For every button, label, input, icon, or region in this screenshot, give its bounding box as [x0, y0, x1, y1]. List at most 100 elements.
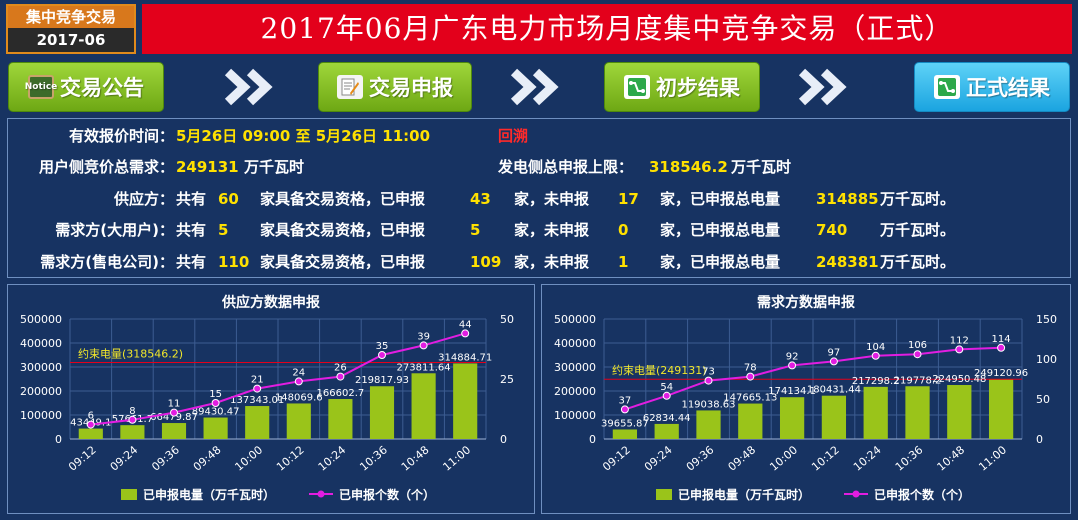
count-point — [461, 329, 470, 338]
bar-value-label: 217298.2 — [852, 376, 900, 387]
bar — [612, 429, 638, 439]
bar-value-label: 89430.47 — [192, 407, 240, 418]
y-tick-label-left: 300000 — [554, 361, 596, 374]
count-label: 106 — [908, 340, 927, 351]
count-point — [86, 420, 95, 429]
page-title: 2017年06月广东电力市场月度集中竞争交易（正式） — [142, 4, 1072, 54]
count-label: 104 — [866, 342, 885, 353]
count-point — [913, 350, 922, 359]
count-point — [170, 408, 178, 417]
nav-final-result-label: 正式结果 — [966, 76, 1050, 100]
count-label: 8 — [129, 406, 135, 417]
unfiled-text: 家，未申报 — [514, 190, 590, 208]
qualified-count: 60 — [218, 190, 239, 208]
bar-value-label: 174134.1 — [768, 386, 816, 397]
count-label: 6 — [88, 411, 94, 422]
bar — [738, 403, 763, 439]
bar — [696, 410, 721, 439]
bar — [203, 417, 228, 439]
x-tick-label: 09:12 — [600, 443, 633, 473]
y-tick-label-left: 300000 — [20, 361, 62, 374]
bar — [369, 386, 395, 439]
y-tick-label-left: 0 — [55, 433, 62, 446]
count-point — [829, 357, 838, 366]
cap-label: 发电侧总申报上限： — [498, 158, 634, 176]
y-tick-label-left: 200000 — [20, 385, 62, 398]
x-tick-label: 09:12 — [66, 443, 99, 473]
demand-chart: 需求方数据申报 0 100000 200000 300000 400000 500000 0 5… — [554, 294, 1057, 502]
unfiled-text: 家，未申报 — [514, 221, 590, 239]
y-tick-label-left: 100000 — [20, 409, 62, 422]
party-label: 需求方(售电公司)： — [40, 253, 174, 271]
chart-title: 供应方数据申报 — [221, 294, 320, 311]
y-tick-label-left: 100000 — [554, 409, 596, 422]
count-point — [997, 343, 1006, 352]
bar — [947, 385, 972, 439]
count-label: 97 — [828, 347, 841, 358]
legend-bar-swatch — [656, 489, 672, 500]
qualified-count: 5 — [218, 221, 229, 239]
y-tick-label-left: 500000 — [554, 313, 596, 326]
qualified-text: 家具备交易资格，已申报 — [260, 190, 426, 208]
count-point — [871, 351, 880, 360]
trading-summary-panel: 有效报价时间： 5月26日 09:00 至 5月26日 11:00 回溯 用户侧… — [7, 118, 1071, 278]
y-tick-label-left: 400000 — [554, 337, 596, 350]
y-tick-label-left: 200000 — [554, 385, 596, 398]
x-tick-label: 09:36 — [684, 443, 717, 473]
energy-unit: 万千瓦时。 — [880, 253, 956, 271]
y-tick-label-left: 0 — [589, 433, 596, 446]
y-tick-label-right: 25 — [500, 373, 514, 386]
retailer-row: 需求方(售电公司)： 共有 110 家具备交易资格，已申报 109 家，未申报 … — [8, 249, 1068, 275]
count-label: 112 — [950, 335, 969, 346]
count-label: 92 — [786, 351, 799, 362]
unfiled-count: 17 — [618, 190, 639, 208]
bar-value-label: 148069.6 — [275, 392, 323, 403]
bar-value-label: 62834.44 — [643, 413, 691, 424]
qualified-count: 110 — [218, 253, 250, 271]
bar-value-label: 224950.48 — [932, 374, 986, 385]
chevron-right-icon — [224, 68, 273, 106]
bid-time-label: 有效报价时间： — [68, 127, 174, 145]
legend-line-marker — [317, 490, 325, 498]
demand-value: 249131 — [176, 158, 239, 176]
count-label: 26 — [334, 363, 347, 374]
count-point — [746, 372, 755, 381]
result-icon — [934, 75, 960, 99]
bar — [654, 423, 679, 439]
count-point — [620, 405, 629, 414]
bar — [905, 386, 930, 439]
count-point — [253, 384, 262, 393]
y-tick-label-left: 500000 — [20, 313, 62, 326]
y-tick-label-right: 50 — [500, 313, 514, 326]
unfiled-count: 0 — [618, 221, 629, 239]
x-tick-label: 10:24 — [851, 443, 884, 473]
nav-bidding-button[interactable]: 交易申报 — [318, 62, 472, 112]
count-line — [624, 346, 1002, 411]
x-tick-label: 10:36 — [357, 443, 390, 473]
x-tick-label: 11:00 — [440, 443, 473, 473]
count-point — [955, 345, 964, 354]
total-energy-text: 家，已申报总电量 — [660, 190, 781, 208]
demand-unit: 万千瓦时 — [244, 158, 305, 176]
bar-value-label: 314884.71 — [438, 352, 492, 363]
nav-preliminary-result-button[interactable]: 初步结果 — [604, 62, 760, 112]
have-text: 共有 — [176, 253, 207, 271]
legend-bar-label: 已申报电量（万千瓦时） — [678, 487, 810, 502]
bar — [453, 363, 478, 439]
unfiled-count: 1 — [618, 253, 629, 271]
replay-link[interactable]: 回溯 — [498, 127, 529, 145]
bar — [863, 386, 888, 439]
bar-value-label: 249120.96 — [974, 368, 1028, 379]
x-tick-label: 11:00 — [976, 443, 1009, 473]
count-label: 44 — [459, 319, 472, 330]
count-label: 54 — [660, 382, 673, 393]
nav-announcement-button[interactable]: Notice 交易公告 — [8, 62, 164, 112]
notice-icon: Notice — [25, 75, 57, 99]
nav-final-result-button[interactable]: 正式结果 — [914, 62, 1070, 112]
bar — [286, 403, 311, 439]
x-tick-label: 10:12 — [274, 443, 307, 473]
bar-value-label: 180431.44 — [807, 385, 861, 396]
count-label: 73 — [702, 367, 715, 378]
supplier-chart-panel: 供应方数据申报 0 100000 200000 300000 400000 500000 0 2… — [7, 284, 535, 514]
count-label: 11 — [168, 399, 181, 410]
